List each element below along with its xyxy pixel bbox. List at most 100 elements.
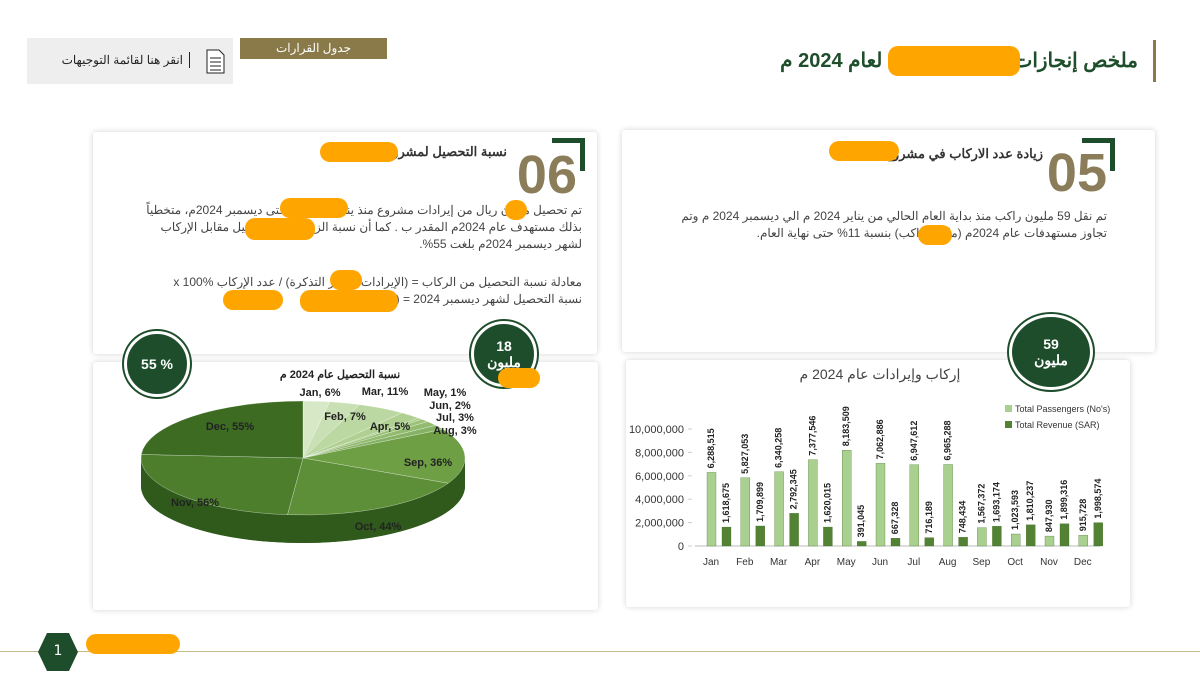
pie-label: Sep, 36% bbox=[404, 457, 453, 469]
category: Jan bbox=[300, 387, 319, 399]
corner bbox=[552, 138, 585, 171]
separator: , bbox=[388, 421, 394, 433]
category: Dec bbox=[206, 421, 226, 433]
value-label: 667,328 bbox=[890, 502, 900, 535]
value-label: 1,899,316 bbox=[1059, 480, 1069, 520]
x-tick-label: Feb bbox=[736, 557, 754, 568]
value-label: 391,045 bbox=[856, 505, 866, 538]
y-tick-label: 6,000,000 bbox=[635, 471, 684, 483]
bar bbox=[875, 463, 886, 547]
value-label: 1,998,574 bbox=[1093, 479, 1103, 519]
x-tick-label: Dec bbox=[1074, 557, 1092, 568]
y-tick-label: 4,000,000 bbox=[635, 494, 684, 506]
bar bbox=[977, 527, 987, 547]
pie-label: Oct, 44% bbox=[355, 521, 402, 533]
legend-label: Total Passengers (No's) bbox=[1015, 404, 1110, 414]
bar bbox=[1078, 535, 1088, 547]
title-end: لعام 2024 م bbox=[780, 50, 883, 72]
card-title: نسبة التحصيل لمشروع bbox=[384, 144, 507, 159]
bar bbox=[890, 538, 901, 547]
category: Feb bbox=[324, 411, 344, 423]
card-title: زيادة عدد الاركاب في مشروع bbox=[885, 146, 1043, 161]
bar bbox=[740, 477, 750, 547]
bar bbox=[1011, 533, 1021, 547]
redaction bbox=[330, 270, 362, 290]
redaction bbox=[498, 368, 540, 388]
badge-value: 59 bbox=[1043, 335, 1059, 352]
value-label: 7,062,886 bbox=[875, 419, 885, 459]
header-title: ملخص إنجازات لعام 2024 م bbox=[780, 48, 1138, 73]
x-tick-label: Jul bbox=[907, 557, 920, 568]
value-label: 6,947,612 bbox=[909, 421, 919, 461]
pie-title: نسبة التحصيل عام 2024 م bbox=[280, 369, 400, 381]
bar bbox=[789, 513, 799, 547]
card-text: تم نقل 59 مليون راكب منذ بداية العام الح… bbox=[681, 209, 1107, 240]
separator: , bbox=[424, 457, 430, 469]
x-tick-label: Sep bbox=[973, 557, 991, 568]
value-label: 716,189 bbox=[924, 501, 934, 534]
separator: , bbox=[452, 412, 458, 424]
x-tick-label: Jun bbox=[872, 557, 888, 568]
bar bbox=[755, 525, 765, 547]
bar-title: إركاب وإيرادات عام 2024 م bbox=[800, 366, 961, 383]
legend-swatch bbox=[1005, 421, 1012, 428]
value-label: 1,693,174 bbox=[991, 482, 1001, 522]
bar bbox=[943, 464, 953, 547]
value-label: 55% bbox=[232, 421, 254, 433]
decisions-button[interactable]: جدول القرارات bbox=[240, 38, 387, 59]
value-label: 5,827,053 bbox=[740, 434, 750, 474]
value-label: 1,709,899 bbox=[755, 482, 765, 522]
value-label: 748,434 bbox=[958, 501, 968, 534]
redaction bbox=[223, 290, 283, 310]
separator: , bbox=[449, 400, 455, 412]
redaction bbox=[300, 290, 398, 312]
corner bbox=[1082, 138, 1115, 171]
bar bbox=[721, 526, 732, 547]
redaction bbox=[280, 198, 348, 218]
card-number: 05 bbox=[1046, 143, 1107, 203]
bar bbox=[909, 464, 919, 547]
x-tick-label: Mar bbox=[770, 557, 788, 568]
category: Mar bbox=[362, 386, 382, 398]
value-label: 36% bbox=[430, 457, 452, 469]
pie-label: Jul, 3% bbox=[436, 412, 474, 424]
pie-label: Dec, 55% bbox=[206, 421, 255, 433]
pie-slice bbox=[287, 457, 449, 516]
pie-slice bbox=[141, 400, 304, 459]
badge: 55 % bbox=[124, 331, 190, 397]
redaction bbox=[888, 46, 1020, 76]
badge-unit: مليون bbox=[1034, 351, 1068, 368]
bar bbox=[823, 526, 833, 547]
pie-slice bbox=[302, 429, 466, 484]
value-label: 1,620,015 bbox=[822, 483, 832, 523]
pie-label: May, 1% bbox=[424, 387, 467, 399]
category: May bbox=[424, 387, 446, 399]
separator: , bbox=[318, 387, 324, 399]
value-label: 847,930 bbox=[1044, 500, 1054, 533]
guidelines-link[interactable]: انقر هنا لقائمة التوجيهات bbox=[61, 53, 183, 67]
x-tick-label: Nov bbox=[1040, 557, 1058, 568]
guidelines-box[interactable]: انقر هنا لقائمة التوجيهات bbox=[27, 38, 233, 84]
bar bbox=[1044, 535, 1055, 547]
value-label: 1,567,372 bbox=[976, 484, 986, 524]
value-label: 3% bbox=[461, 425, 477, 437]
value-label: 3% bbox=[458, 412, 474, 424]
x-tick-label: Jan bbox=[703, 557, 719, 568]
separator: , bbox=[455, 425, 461, 437]
page-number: 1 bbox=[53, 643, 63, 659]
bar bbox=[808, 459, 818, 547]
value-label: 1,618,675 bbox=[721, 483, 731, 523]
category: Jul bbox=[436, 412, 452, 424]
value-label: 44% bbox=[379, 521, 401, 533]
bar bbox=[1093, 522, 1103, 547]
bar bbox=[842, 450, 852, 547]
bar bbox=[706, 472, 717, 547]
value-label: 6,288,515 bbox=[706, 428, 716, 468]
legend-label: Total Revenue (SAR) bbox=[1015, 420, 1100, 430]
bar bbox=[1059, 523, 1070, 547]
value-label: 8,183,509 bbox=[841, 406, 851, 446]
separator: , bbox=[191, 497, 197, 509]
separator bbox=[189, 52, 190, 68]
